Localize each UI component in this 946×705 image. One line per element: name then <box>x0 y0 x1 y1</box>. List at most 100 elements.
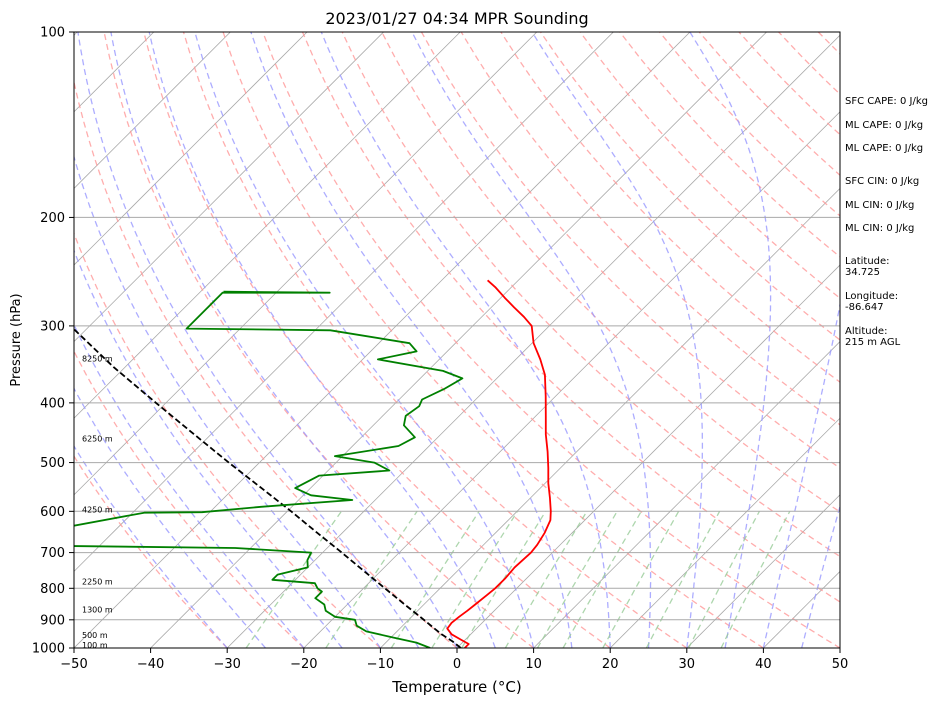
sounding-parameter-line: -86.647 <box>845 302 884 313</box>
moist-adiabat-line <box>110 32 458 648</box>
sounding-parameters-panel: SFC CAPE: 0 J/kg ML CAPE: 0 J/kg ML CAPE: … <box>845 96 928 348</box>
x-tick-label: 0 <box>453 657 461 672</box>
x-tick-label: 10 <box>525 657 542 672</box>
dry-adiabat-line <box>74 454 228 648</box>
mixing-ratio-line <box>504 510 588 648</box>
dry-adiabat-line <box>262 32 840 648</box>
moist-adiabat-line <box>689 32 772 648</box>
moist-adiabat-line <box>74 387 266 648</box>
sounding-parameter: Longitude: -86.647 <box>845 291 898 313</box>
height-label: 4250 m <box>82 506 113 515</box>
sounding-parameter: ML CAPE: 0 J/kg <box>845 143 923 154</box>
moist-adiabat-line <box>77 32 420 648</box>
mixing-ratio-line <box>461 510 547 648</box>
dewpoint-profile-line <box>74 290 464 648</box>
dry-adiabat-line <box>103 32 534 648</box>
moist-adiabat-line <box>762 301 840 648</box>
height-label: 8250 m <box>82 355 113 364</box>
mixing-ratio-line <box>245 510 342 648</box>
sounding-parameter-line: 215 m AGL <box>845 337 901 348</box>
sounding-parameter: SFC CAPE: 0 J/kg <box>845 96 928 107</box>
sounding-parameter-line: Altitude: <box>845 326 887 337</box>
isotherm-line <box>686 494 840 648</box>
y-axis-label: Pressure (hPa) <box>9 293 24 386</box>
sounding-parameter: ML CIN: 0 J/kg <box>845 200 914 211</box>
y-tick-label: 400 <box>40 396 65 411</box>
mixing-ratio-line <box>536 510 618 648</box>
isotherm-line <box>380 187 840 648</box>
sounding-parameter-line: Latitude: <box>845 256 890 267</box>
x-tick-label: −30 <box>213 657 240 672</box>
sounding-parameter: ML CIN: 0 J/kg <box>845 223 914 234</box>
sounding-parameter: ML CAPE: 0 J/kg <box>845 120 923 131</box>
isotherm-line <box>533 341 840 648</box>
x-axis-label: Temperature (°C) <box>391 678 521 696</box>
moist-adiabat-line <box>74 444 228 648</box>
isotherm-line <box>74 32 461 419</box>
sounding-parameter-line: SFC CIN: 0 J/kg <box>845 176 919 187</box>
x-tick-label: −10 <box>367 657 394 672</box>
height-label: 100 m <box>82 641 108 650</box>
y-tick-label: 500 <box>40 456 65 471</box>
moist-adiabat-line <box>74 154 381 648</box>
dry-adiabat-line <box>74 79 458 648</box>
y-tick-label: 100 <box>40 26 65 41</box>
y-tick-label: 1000 <box>32 642 65 657</box>
sounding-parameter-line: ML CAPE: 0 J/kg <box>845 120 923 131</box>
sounding-parameter-line: ML CAPE: 0 J/kg <box>845 143 923 154</box>
y-tick-label: 300 <box>40 319 65 334</box>
x-tick-label: 30 <box>679 657 696 672</box>
sounding-parameter-line: ML CIN: 0 J/kg <box>845 223 914 234</box>
isotherm-line <box>74 32 538 496</box>
y-tick-label: 600 <box>40 505 65 520</box>
plot-frame <box>73 31 841 649</box>
height-label: 6250 m <box>82 435 113 444</box>
x-tick-label: −50 <box>60 657 87 672</box>
moist-adiabat-line <box>74 248 343 648</box>
temperature-profile-line <box>446 279 552 648</box>
isotherm-line <box>609 417 840 648</box>
y-tick-label: 900 <box>40 613 65 628</box>
isotherm-line <box>74 32 691 648</box>
isotherm-line <box>226 34 840 648</box>
isotherm-line <box>456 264 840 648</box>
mixing-ratio-line <box>325 510 418 648</box>
height-label: 500 m <box>82 631 108 640</box>
isotherm-line <box>303 111 840 648</box>
x-tick-label: 50 <box>832 657 849 672</box>
isotherm-line <box>74 32 384 343</box>
mixing-ratio-line <box>688 510 760 648</box>
dry-adiabat-line <box>74 349 305 648</box>
moist-adiabat-line <box>320 32 611 648</box>
y-tick-label: 800 <box>40 582 65 597</box>
background-lines <box>0 32 840 648</box>
isotherm-line <box>74 32 614 572</box>
sounding-profiles <box>74 279 552 648</box>
moist-adiabat-line <box>411 32 652 648</box>
y-tick-label: 200 <box>40 211 65 226</box>
chart-title: 2023/01/27 04:34 MPR Sounding <box>325 9 588 28</box>
parcel-profile-line <box>74 328 462 648</box>
dry-adiabat-line <box>74 231 381 648</box>
y-axis: 1000 900 800 700 600 500 400 300 200 100 <box>32 26 74 657</box>
dry-adiabat-line <box>143 32 611 648</box>
sounding-parameter: Altitude: 215 m AGL <box>845 326 901 348</box>
height-label: 2250 m <box>82 578 113 587</box>
height-label: 1300 m <box>82 606 113 615</box>
moist-adiabat-line <box>194 32 535 648</box>
moist-adiabat-line <box>531 32 704 648</box>
isotherm-line <box>0 32 1 648</box>
x-tick-label: 40 <box>755 657 772 672</box>
mixing-ratio-line <box>720 510 791 648</box>
isotherm-line <box>150 32 767 648</box>
sounding-parameter: SFC CIN: 0 J/kg <box>845 176 919 187</box>
sounding-parameter-line: SFC CAPE: 0 J/kg <box>845 96 928 107</box>
moist-adiabat-line <box>250 32 573 648</box>
mixing-ratio-line <box>645 510 721 648</box>
dry-adiabat-line <box>182 32 688 648</box>
sounding-parameter-line: ML CIN: 0 J/kg <box>845 200 914 211</box>
mixing-ratio-line <box>562 510 642 648</box>
moist-adiabat-line <box>148 32 496 648</box>
